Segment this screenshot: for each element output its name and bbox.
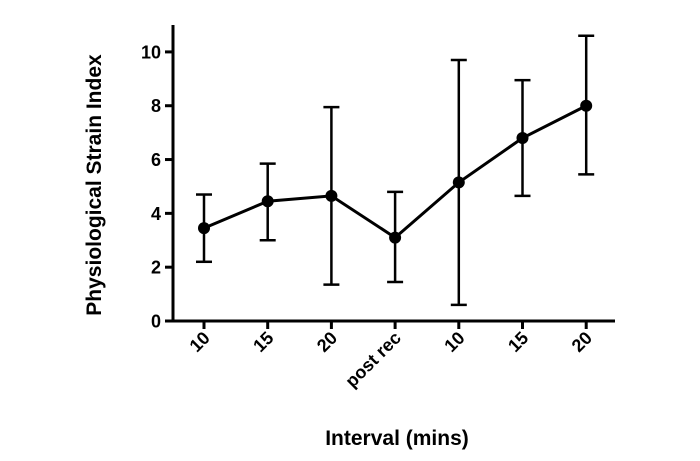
y-tick-label: 0 xyxy=(151,312,161,332)
data-point xyxy=(389,231,402,244)
data-point xyxy=(261,195,274,208)
x-tick-label: 10 xyxy=(186,328,214,356)
y-axis-title: Physiological Strain Index xyxy=(83,54,106,316)
data-point xyxy=(516,132,529,145)
y-tick-label: 2 xyxy=(151,258,161,278)
data-point xyxy=(452,176,465,189)
x-axis-title: Interval (mins) xyxy=(325,427,469,450)
x-tick-label: 15 xyxy=(504,328,532,356)
x-tick-label: 20 xyxy=(568,328,596,356)
x-tick-label: 20 xyxy=(313,328,341,356)
x-tick-label: 10 xyxy=(440,328,468,356)
data-point xyxy=(198,222,210,235)
x-tick-label: 15 xyxy=(249,328,277,356)
y-tick-label: 4 xyxy=(151,204,161,224)
x-tick-label: post rec xyxy=(341,328,405,392)
y-tick-label: 8 xyxy=(151,96,161,116)
data-point xyxy=(325,189,338,202)
y-tick-label: 10 xyxy=(141,42,161,62)
data-point xyxy=(580,99,593,112)
y-tick-label: 6 xyxy=(151,150,161,170)
